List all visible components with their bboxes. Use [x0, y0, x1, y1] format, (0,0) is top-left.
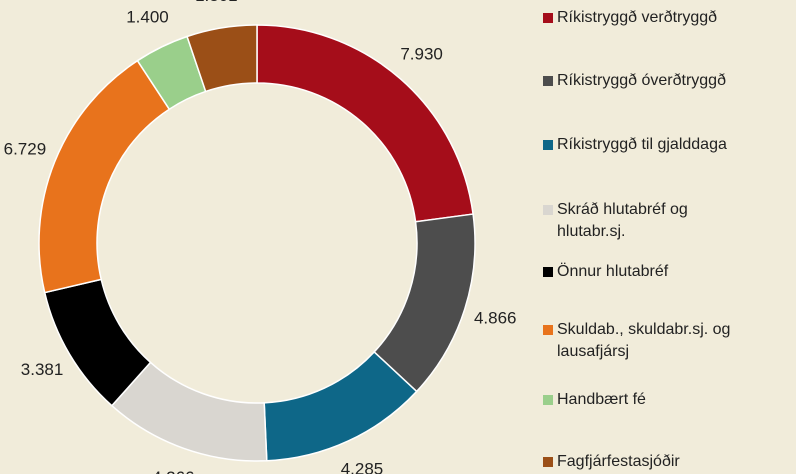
donut-segment — [186, 24, 258, 93]
legend-item: Handbært fé — [543, 389, 793, 411]
legend-swatch — [543, 140, 553, 150]
legend-label: Ríkistryggð verðtryggð — [557, 9, 718, 26]
data-label: 4.866 — [474, 308, 517, 327]
legend-swatch — [543, 267, 553, 277]
data-label: 1.801 — [195, 0, 238, 5]
donut-segment — [38, 59, 171, 294]
legend-item: Önnur hlutabréf — [543, 261, 793, 283]
legend-swatch — [543, 457, 553, 467]
legend-item: Ríkistryggð óverðtryggð — [543, 70, 793, 92]
legend-swatch — [543, 325, 553, 335]
data-label: 6.729 — [4, 140, 47, 159]
legend-swatch — [543, 13, 553, 23]
data-label: 3.381 — [21, 360, 64, 379]
legend-item: Skráð hlutabréf og hlutabr.sj. — [543, 199, 793, 243]
legend-label: Handbært fé — [557, 391, 646, 408]
data-label: 4.285 — [341, 459, 384, 474]
legend-label: Skráð hlutabréf og hlutabr.sj. — [557, 201, 688, 240]
legend-label: Skuldab., skuldabr.sj. og lausafjársj — [557, 321, 731, 360]
legend-item: Ríkistryggð til gjalddaga — [543, 134, 793, 156]
donut-area: 7.930 4.866 4.285 4.266 3.381 6.729 1.400 1.801 — [4, 0, 517, 474]
legend-swatch — [543, 395, 553, 405]
data-label: 1.400 — [126, 8, 169, 27]
legend-swatch — [543, 205, 553, 215]
legend-item: Fagfjárfestasjóðir — [543, 451, 793, 473]
donut-segment — [373, 213, 476, 393]
legend-label: Ríkistryggð óverðtryggð — [557, 72, 726, 89]
legend-item: Ríkistryggð verðtryggð — [543, 7, 793, 29]
data-label: 7.930 — [400, 44, 443, 63]
legend-label: Önnur hlutabréf — [557, 263, 669, 280]
legend-label: Ríkistryggð til gjalddaga — [557, 136, 727, 153]
legend-item: Skuldab., skuldabr.sj. og lausafjársj — [543, 319, 793, 363]
legend-swatch — [543, 76, 553, 86]
legend-label: Fagfjárfestasjóðir — [557, 453, 680, 470]
data-label: 4.266 — [152, 468, 195, 474]
